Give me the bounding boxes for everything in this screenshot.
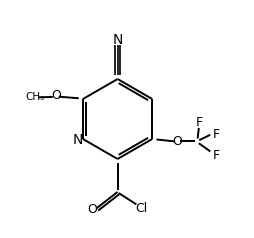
Text: Cl: Cl bbox=[135, 202, 148, 215]
Text: N: N bbox=[113, 33, 123, 47]
Text: F: F bbox=[213, 149, 220, 162]
Text: CH₃: CH₃ bbox=[25, 92, 44, 102]
Text: F: F bbox=[196, 116, 203, 129]
Text: O: O bbox=[87, 203, 97, 216]
Text: N: N bbox=[73, 133, 83, 147]
Text: O: O bbox=[172, 135, 182, 148]
Text: F: F bbox=[213, 128, 220, 141]
Text: O: O bbox=[51, 89, 61, 102]
